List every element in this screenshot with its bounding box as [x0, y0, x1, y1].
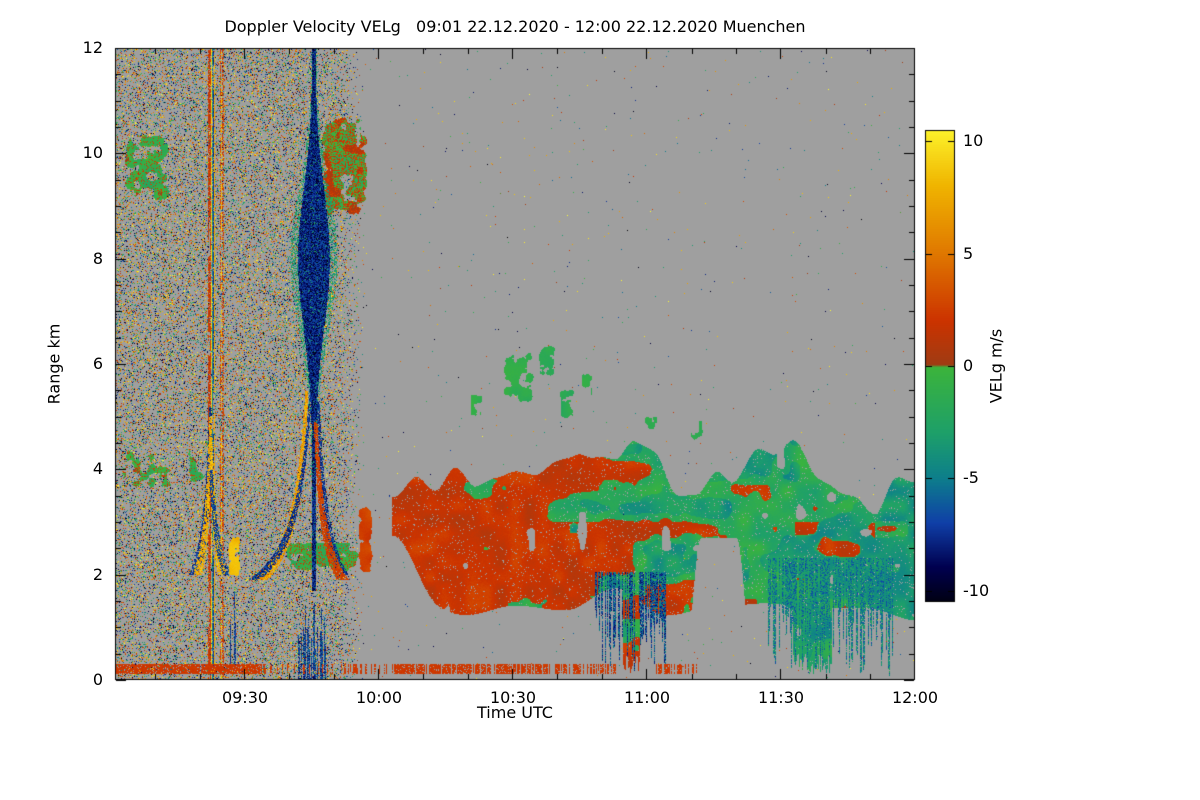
x-tick-label: 11:30	[757, 688, 805, 707]
y-tick-label: 6	[92, 354, 103, 373]
x-tick-label: 10:30	[489, 688, 537, 707]
colorbar-tick-label: 0	[963, 356, 974, 375]
chart-title: Doppler Velocity VELg 09:01 22.12.2020 -…	[224, 17, 806, 36]
x-tick-label: 11:00	[623, 688, 671, 707]
x-tick-label: 09:30	[221, 688, 269, 707]
y-tick-label: 8	[92, 249, 103, 268]
colorbar-tick-label: 5	[963, 244, 974, 263]
x-axis-label: Time UTC	[477, 703, 553, 722]
x-tick-label: 12:00	[891, 688, 939, 707]
y-tick-label: 0	[92, 670, 103, 689]
colorbar-tick-label: 10	[963, 131, 984, 150]
x-tick-label: 10:00	[355, 688, 403, 707]
colorbar-tick-label: -5	[963, 468, 979, 487]
y-tick-label: 2	[92, 565, 103, 584]
y-tick-label: 12	[82, 38, 103, 57]
y-tick-label: 4	[92, 459, 103, 478]
y-tick-label: 10	[82, 143, 103, 162]
colorbar-tick-label: -10	[963, 581, 990, 600]
